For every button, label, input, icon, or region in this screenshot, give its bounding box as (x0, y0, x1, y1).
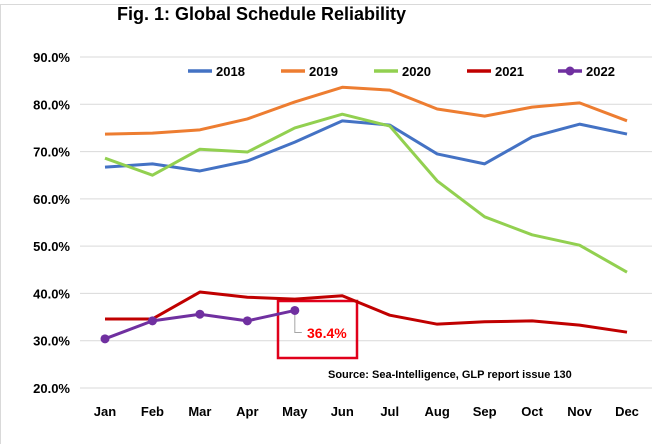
legend-marker-2022 (565, 66, 575, 76)
x-tick-label: Jun (331, 404, 354, 419)
legend-label: 2022 (586, 64, 615, 79)
chart-title: Fig. 1: Global Schedule Reliability (117, 4, 407, 24)
chart-frame (0, 4, 651, 444)
legend-label: 2021 (495, 64, 524, 79)
x-tick-label: Sep (473, 404, 497, 419)
x-tick-label: Feb (141, 404, 164, 419)
legend-label: 2020 (402, 64, 431, 79)
annotation-leader (294, 310, 302, 333)
legend-label: 2019 (309, 64, 338, 79)
y-tick-label: 70.0% (33, 145, 70, 160)
annotation-box (276, 299, 359, 360)
y-tick-label: 30.0% (33, 334, 70, 349)
source-note: Source: Sea-Intelligence, GLP report iss… (328, 369, 572, 381)
y-tick-label: 80.0% (33, 97, 70, 112)
x-tick-label: Oct (521, 404, 543, 419)
y-tick-label: 40.0% (33, 286, 70, 301)
data-point-2022 (290, 305, 300, 315)
series-line-2020 (104, 112, 628, 274)
series-line-2019 (104, 85, 628, 136)
data-point-2022 (195, 309, 205, 319)
data-point-2022 (242, 316, 252, 326)
data-point-2022 (100, 334, 110, 344)
annotation-label: 36.4% (307, 325, 347, 341)
y-tick-label: 60.0% (33, 192, 70, 207)
x-tick-label: Apr (236, 404, 258, 419)
x-tick-label: May (282, 404, 308, 419)
x-tick-label: Dec (615, 404, 639, 419)
series-line-2018 (104, 119, 628, 173)
series-line-2021 (105, 290, 628, 334)
y-tick-label: 90.0% (33, 50, 70, 65)
x-tick-label: Aug (425, 404, 450, 419)
x-tick-label: Nov (567, 404, 592, 419)
x-tick-label: Mar (188, 404, 211, 419)
y-tick-label: 50.0% (33, 239, 70, 254)
x-tick-label: Jan (94, 404, 116, 419)
y-tick-label: 20.0% (33, 381, 70, 396)
data-point-2022 (147, 316, 157, 326)
x-tick-label: Jul (380, 404, 399, 419)
legend-label: 2018 (216, 64, 245, 79)
